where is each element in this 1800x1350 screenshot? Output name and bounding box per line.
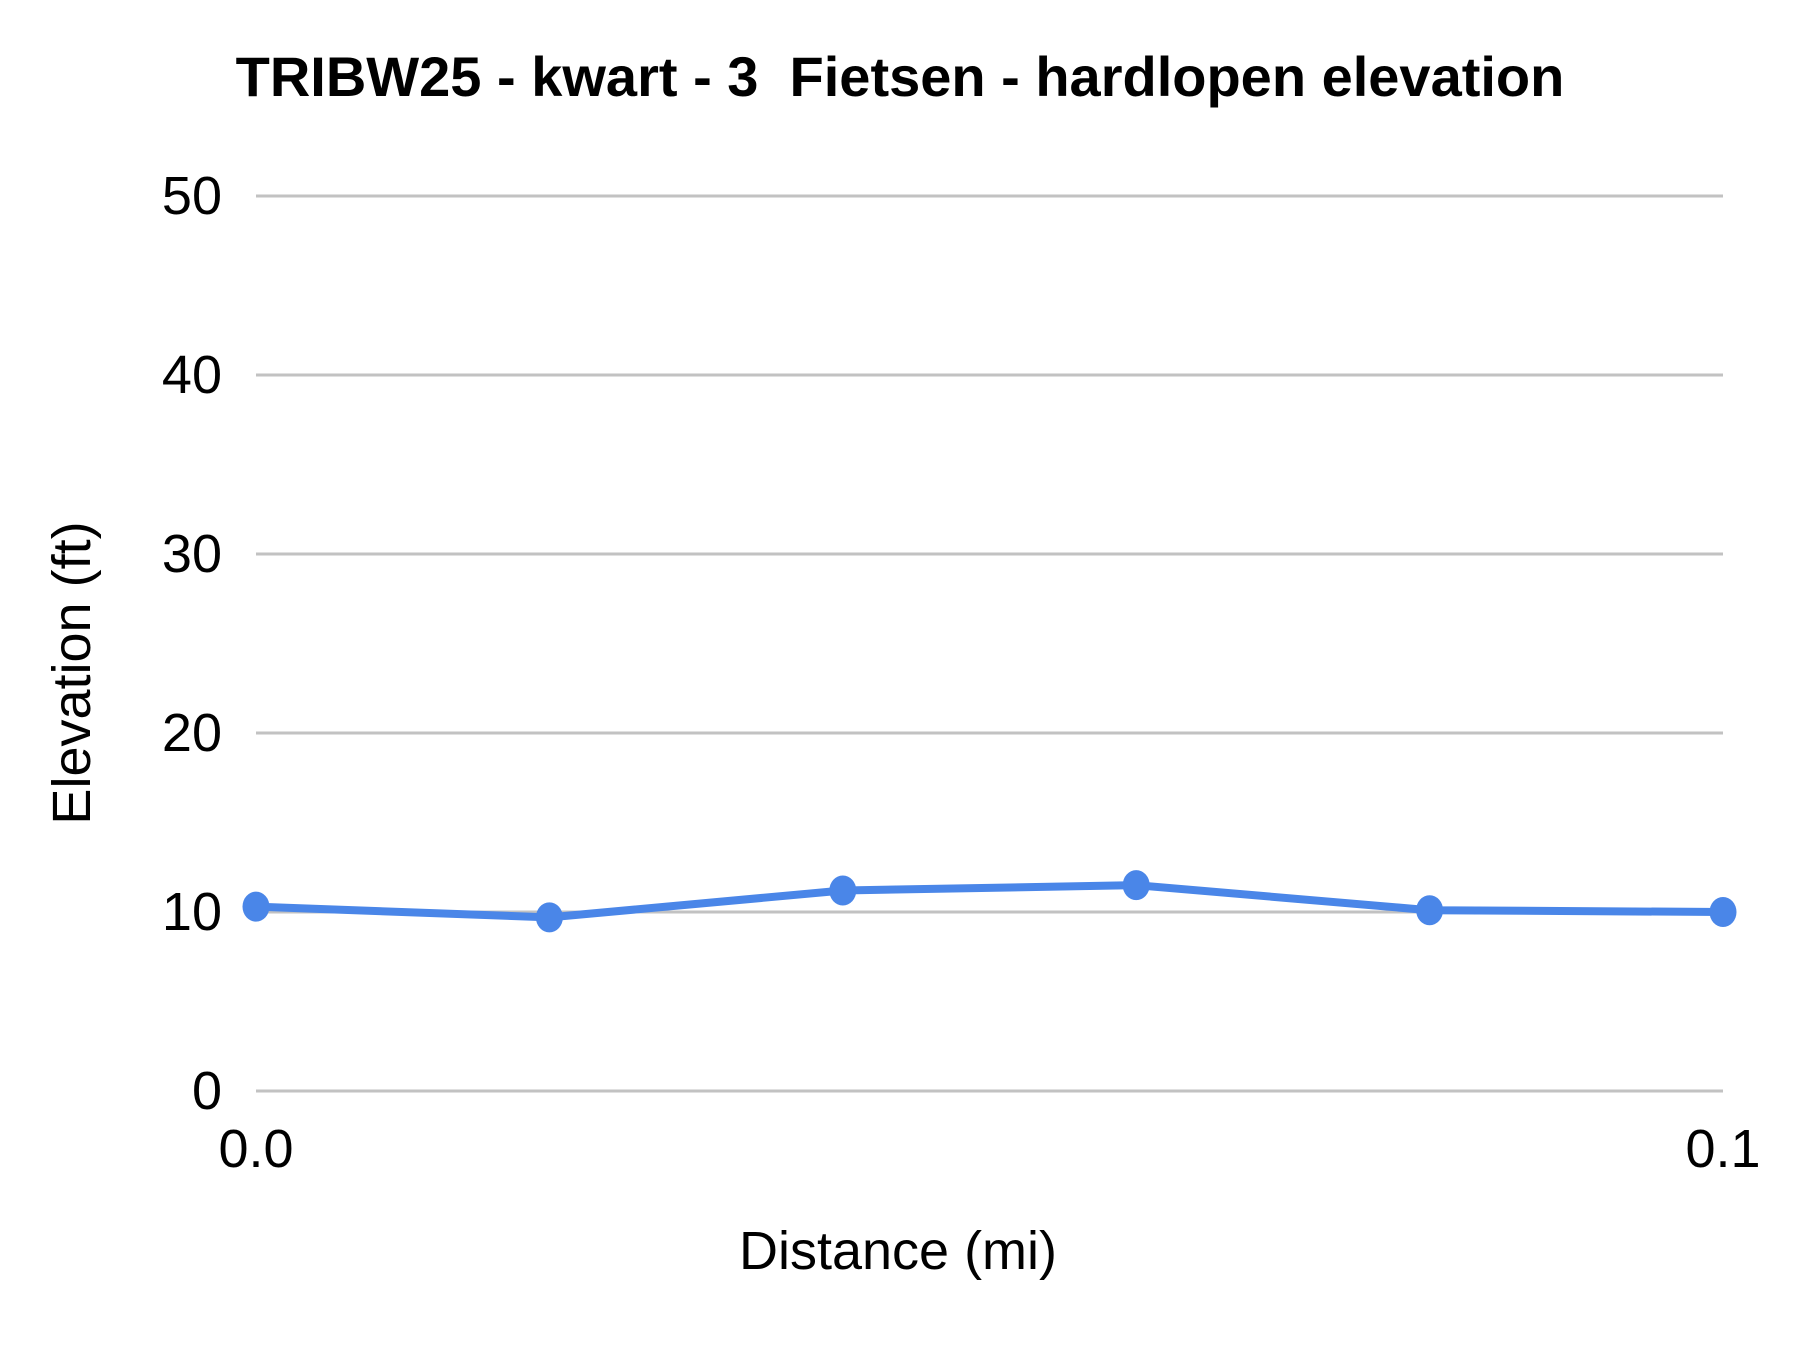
y-tick-label: 20 — [161, 703, 222, 763]
elevation-line — [252, 881, 1727, 922]
y-tick-label: 0 — [191, 1061, 222, 1121]
x-axis-title: Distance (mi) — [738, 1221, 1058, 1281]
y-tick-label: 40 — [161, 345, 222, 405]
y-tick-label: 10 — [161, 882, 222, 942]
data-point-marker — [1709, 897, 1737, 927]
data-point-marker — [535, 902, 563, 933]
chart-title: TRIBW25 - kwart - 3 Fietsen - hardlopen … — [235, 45, 1565, 108]
plot-area — [242, 194, 1737, 1093]
x-tick-label: 0.0 — [218, 1119, 294, 1179]
data-point-marker — [1416, 895, 1444, 926]
line-chart-svg — [242, 194, 1737, 1093]
data-point-marker — [1122, 870, 1150, 901]
data-point-marker — [242, 891, 270, 922]
y-tick-label: 30 — [161, 524, 222, 584]
data-point-marker — [829, 875, 857, 906]
y-tick-label: 50 — [161, 166, 222, 226]
x-tick-label: 0.1 — [1685, 1119, 1761, 1179]
